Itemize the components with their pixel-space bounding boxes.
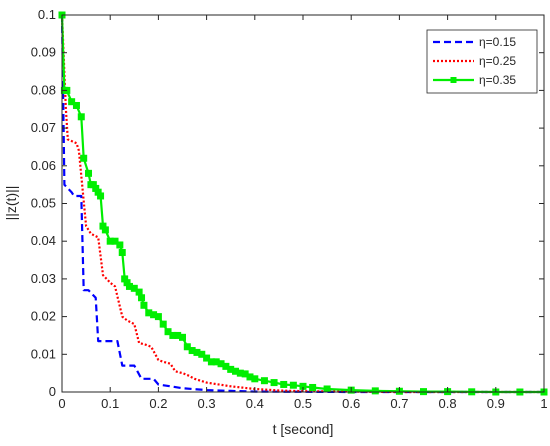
series-point (135, 288, 143, 296)
legend-label: η=0.15 (479, 35, 516, 49)
x-tick-label: 1 (540, 396, 547, 411)
y-tick-label: 0.09 (31, 45, 56, 60)
legend: η=0.15 η=0.25 η=0.35 (426, 29, 538, 94)
x-tick-label: 0.7 (390, 396, 408, 411)
y-tick-label: 0.04 (31, 233, 56, 248)
y-tick-label: 0.08 (31, 82, 56, 97)
series-point (280, 380, 288, 388)
series-point (251, 375, 259, 383)
series-point (97, 192, 105, 200)
series-point (260, 377, 268, 385)
y-axis-ticks: 0 0.01 0.02 0.03 0.04 0.05 0.06 0.07 0.08 0.09 0.1 (31, 7, 544, 399)
series-point (159, 320, 167, 328)
series-point (85, 169, 93, 177)
series-point (72, 101, 80, 109)
y-tick-label: 0.1 (38, 7, 56, 22)
series-line-1 (60, 14, 544, 394)
series-point (118, 249, 126, 257)
legend-items: η=0.15 η=0.25 η=0.35 (433, 35, 516, 87)
series-point (309, 383, 317, 391)
series-point (80, 154, 88, 162)
series-point (130, 284, 138, 292)
y-tick-label: 0.01 (31, 346, 56, 361)
y-axis-label: ||z(t)|| (3, 186, 19, 221)
legend-marker (450, 77, 457, 83)
series-point (289, 381, 297, 389)
series-point (111, 237, 119, 245)
series-point (203, 354, 211, 362)
series-point (323, 385, 331, 393)
x-tick-label: 0 (58, 396, 65, 411)
series-point (140, 301, 148, 309)
x-tick-label: 0.1 (101, 396, 119, 411)
series-point (270, 379, 278, 387)
x-tick-label: 0.3 (198, 396, 216, 411)
y-tick-label: 0.05 (31, 196, 56, 211)
y-tick-label: 0.06 (31, 158, 56, 173)
y-tick-label: 0.03 (31, 271, 56, 286)
x-axis-label: t [second] (273, 421, 334, 437)
x-tick-label: 0.8 (439, 396, 457, 411)
x-tick-label: 0.9 (487, 396, 505, 411)
series-markers (58, 11, 548, 396)
series-point (154, 313, 162, 321)
series-line-2 (60, 14, 544, 394)
series-point (183, 343, 191, 351)
y-tick-label: 0 (49, 384, 56, 399)
x-tick-label: 0.4 (246, 396, 264, 411)
series-point (371, 387, 379, 395)
series-point (164, 328, 172, 336)
y-tick-label: 0.07 (31, 120, 56, 135)
series-point (179, 333, 186, 341)
legend-label: η=0.35 (479, 73, 516, 87)
y-tick-label: 0.02 (31, 309, 56, 324)
series-point (101, 226, 109, 234)
series-point (198, 350, 206, 358)
x-tick-label: 0.6 (342, 396, 360, 411)
legend-label: η=0.25 (479, 54, 516, 68)
series-point (68, 98, 76, 106)
x-axis-ticks: 0 0.1 0.2 0.3 0.4 0.5 0.6 0.7 0.8 0.9 1 (58, 15, 548, 411)
series-point (138, 294, 146, 302)
series-point (116, 241, 124, 249)
x-tick-label: 0.2 (149, 396, 167, 411)
series-point (77, 113, 85, 121)
x-tick-label: 0.5 (294, 396, 312, 411)
